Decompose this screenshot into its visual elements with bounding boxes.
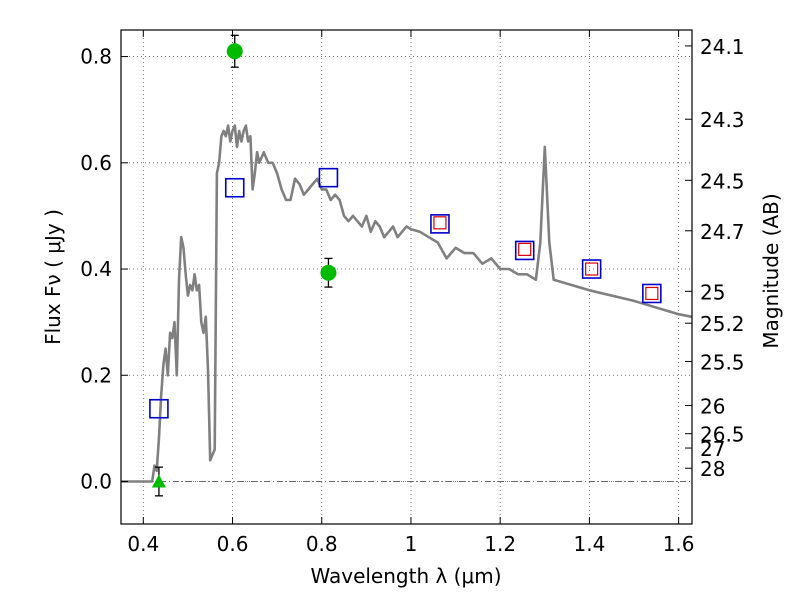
model-spectrum-line <box>121 124 692 483</box>
magnitude-tick-label: 25.2 <box>700 312 745 336</box>
x-tick-label: 0.8 <box>306 532 338 556</box>
y-axis-title: Flux Fν ( μJy ) <box>41 209 65 345</box>
x-tick-label: 1 <box>405 532 418 556</box>
model-spectrum-layer <box>121 124 692 483</box>
model-photometry-point <box>642 283 662 304</box>
inner-photometry-point <box>433 216 447 230</box>
grid-lines <box>121 30 692 524</box>
axis-ticks: 0.4 0.6 0.8 1 1.2 1.4 1.6 0.0 0.2 0.4 0.6 0.8 24.1 24… <box>80 30 745 556</box>
inner-photometry-point <box>645 286 659 301</box>
photometry-markers <box>149 34 662 497</box>
magnitude-tick-label: 24.7 <box>700 220 745 244</box>
inner-photometry-point <box>518 242 532 256</box>
magnitude-tick-label: 26.5 <box>700 423 745 447</box>
observed-flux-point <box>320 264 337 281</box>
model-photometry-point <box>514 240 535 261</box>
x-tick-label: 0.4 <box>127 532 159 556</box>
inner-photometry-point <box>585 262 599 276</box>
model-photometry-point <box>149 398 169 419</box>
model-photometry-point <box>224 177 245 198</box>
magnitude-tick-label: 24.1 <box>700 35 745 59</box>
magnitude-tick-label: 25 <box>700 280 725 304</box>
magnitude-tick-label: 24.3 <box>700 108 745 132</box>
magnitude-tick-label: 25.5 <box>700 350 745 374</box>
y-tick-label: 0.8 <box>80 45 112 69</box>
plot-frame <box>120 29 693 525</box>
x-tick-label: 1.4 <box>573 532 605 556</box>
magnitude-tick-label: 26 <box>700 395 725 419</box>
x-tick-label: 1.2 <box>484 532 516 556</box>
y-tick-label: 0.4 <box>80 257 112 281</box>
upper-limit-point <box>151 474 166 488</box>
magnitude-tick-label: 27 <box>700 437 725 461</box>
x-tick-label: 0.6 <box>217 532 249 556</box>
model-photometry-point <box>318 167 339 188</box>
model-photometry-point <box>430 214 450 234</box>
magnitude-tick-label: 24.5 <box>700 169 745 193</box>
magnitude-tick-label: 28 <box>700 457 725 481</box>
x-tick-label: 1.6 <box>663 532 695 556</box>
observed-flux-point <box>226 43 243 60</box>
y-tick-label: 0.0 <box>80 470 112 494</box>
y-tick-label: 0.6 <box>80 151 112 175</box>
x-axis-title: Wavelength λ (μm) <box>310 564 501 588</box>
magnitude-axis-title: Magnitude (AB) <box>759 193 783 348</box>
y-tick-label: 0.2 <box>80 363 112 387</box>
model-photometry-point <box>581 259 602 279</box>
